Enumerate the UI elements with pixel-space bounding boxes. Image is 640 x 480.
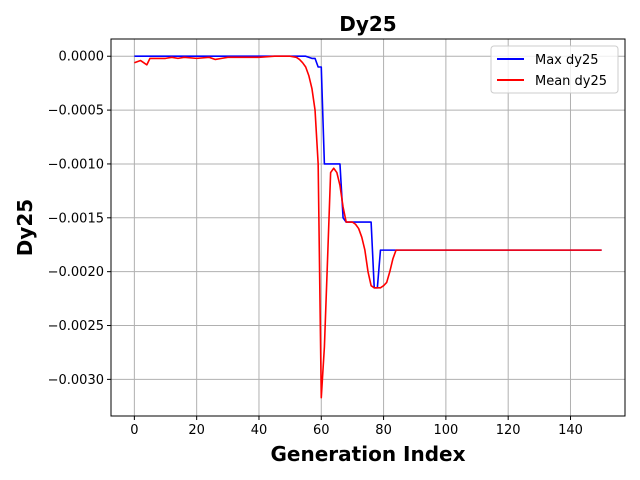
x-tick-label: 0 — [130, 423, 138, 438]
legend-label-max: Max dy25 — [535, 53, 599, 68]
legend-box — [490, 45, 619, 94]
x-tick-label: 20 — [188, 423, 205, 438]
y-axis-title: Dy25 — [13, 199, 37, 256]
plot-frame — [110, 38, 626, 417]
y-tick-label: −0.0005 — [48, 104, 104, 119]
x-tick-label: 120 — [496, 423, 521, 438]
legend: Max dy25 Mean dy25 — [490, 45, 619, 94]
x-tick-label: 80 — [375, 423, 392, 438]
x-tick-label: 140 — [558, 423, 583, 438]
x-tick-label: 60 — [313, 423, 330, 438]
x-tick-label: 100 — [433, 423, 458, 438]
x-axis-title: Generation Index — [271, 442, 466, 466]
y-tick-label: −0.0020 — [48, 265, 104, 280]
y-tick-label: −0.0010 — [48, 157, 104, 172]
y-tick-label: −0.0025 — [48, 319, 104, 334]
chart-title: Dy25 — [339, 12, 396, 36]
y-tick-label: −0.0015 — [48, 211, 104, 226]
series-line-mean-dy25 — [134, 55, 602, 399]
y-tick-label: 0.0000 — [59, 50, 105, 65]
ticks: 0 20 40 60 80 100 120 140 0.0000 −0.0005 −0.0010 −0… — [48, 50, 583, 438]
x-tick-label: 40 — [251, 423, 268, 438]
series-layer — [134, 55, 602, 399]
legend-label-mean: Mean dy25 — [535, 74, 607, 89]
y-tick-label: −0.0030 — [48, 373, 104, 388]
